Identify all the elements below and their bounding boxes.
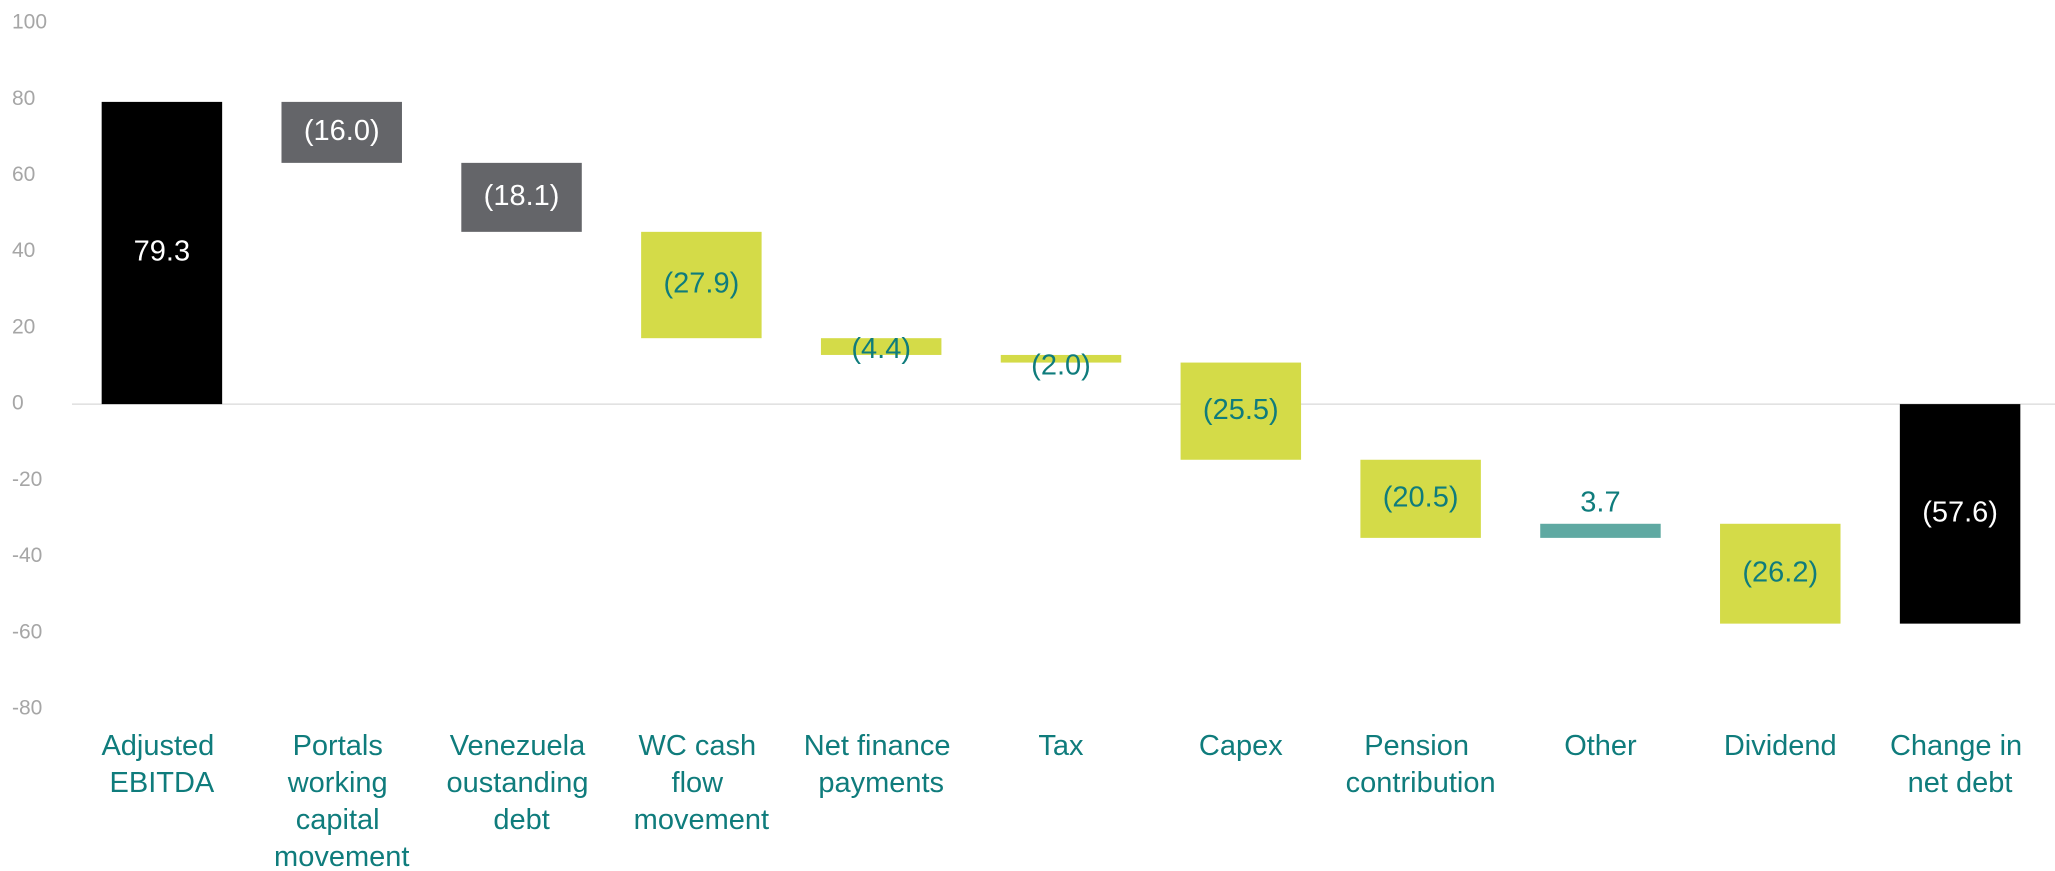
y-tick-label: -40 (12, 544, 42, 567)
x-tick-label: Dividend (1724, 730, 1837, 762)
x-tick-label: Capex (1199, 730, 1283, 762)
bar (1720, 523, 1841, 624)
bar (461, 162, 582, 232)
x-tick-label: Pension contribution (1346, 730, 1496, 799)
bar (1180, 362, 1302, 460)
bar (1540, 523, 1661, 538)
x-tick-label: WC cash flow movement (634, 730, 769, 836)
value-label: (4.4) (851, 333, 911, 365)
bar (101, 101, 223, 405)
y-tick-label: 40 (12, 239, 35, 262)
x-tick-label: Adjusted EBITDA (101, 730, 222, 799)
y-tick-label: 60 (12, 163, 35, 186)
bar (641, 231, 762, 339)
y-tick-label: 20 (12, 315, 35, 338)
bar (1360, 459, 1481, 538)
value-label: (26.2) (1742, 556, 1818, 588)
bar (1000, 354, 1122, 363)
value-label: (20.5) (1383, 481, 1459, 513)
value-label: (57.6) (1922, 497, 1998, 529)
x-tick-label: Tax (1038, 730, 1084, 762)
bar (281, 101, 402, 163)
value-label: (16.0) (304, 115, 380, 147)
x-tick-label: Portals working capital movement (274, 730, 409, 871)
y-tick-label: 100 (12, 11, 47, 34)
value-label: (2.0) (1031, 350, 1091, 382)
value-label: (18.1) (484, 180, 560, 212)
x-tick-label: Net finance payments (804, 730, 959, 799)
value-label: (25.5) (1203, 394, 1279, 426)
value-label: 79.3 (134, 236, 190, 268)
value-label: 3.7 (1580, 486, 1620, 518)
bar (820, 338, 942, 355)
x-tick-label: Other (1564, 730, 1637, 762)
y-tick-label: -60 (12, 620, 42, 643)
y-tick-label: -20 (12, 468, 42, 491)
bar (1899, 404, 2021, 624)
value-label: (27.9) (663, 268, 739, 300)
y-tick-label: 80 (12, 87, 35, 110)
x-tick-label: Change in net debt (1890, 730, 2030, 799)
y-tick-label: -80 (12, 697, 42, 720)
y-tick-label: 0 (12, 392, 24, 415)
x-tick-label: Venezuela oustanding debt (447, 730, 597, 836)
